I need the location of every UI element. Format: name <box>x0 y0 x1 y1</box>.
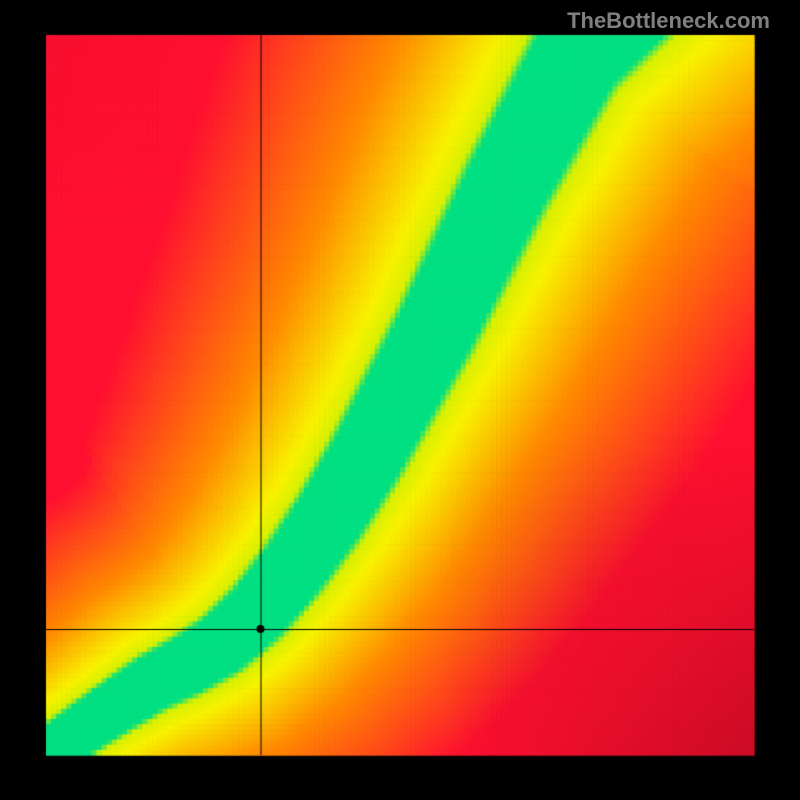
chart-container: TheBottleneck.com <box>0 0 800 800</box>
watermark-text: TheBottleneck.com <box>567 8 770 34</box>
heatmap-canvas <box>0 0 800 800</box>
